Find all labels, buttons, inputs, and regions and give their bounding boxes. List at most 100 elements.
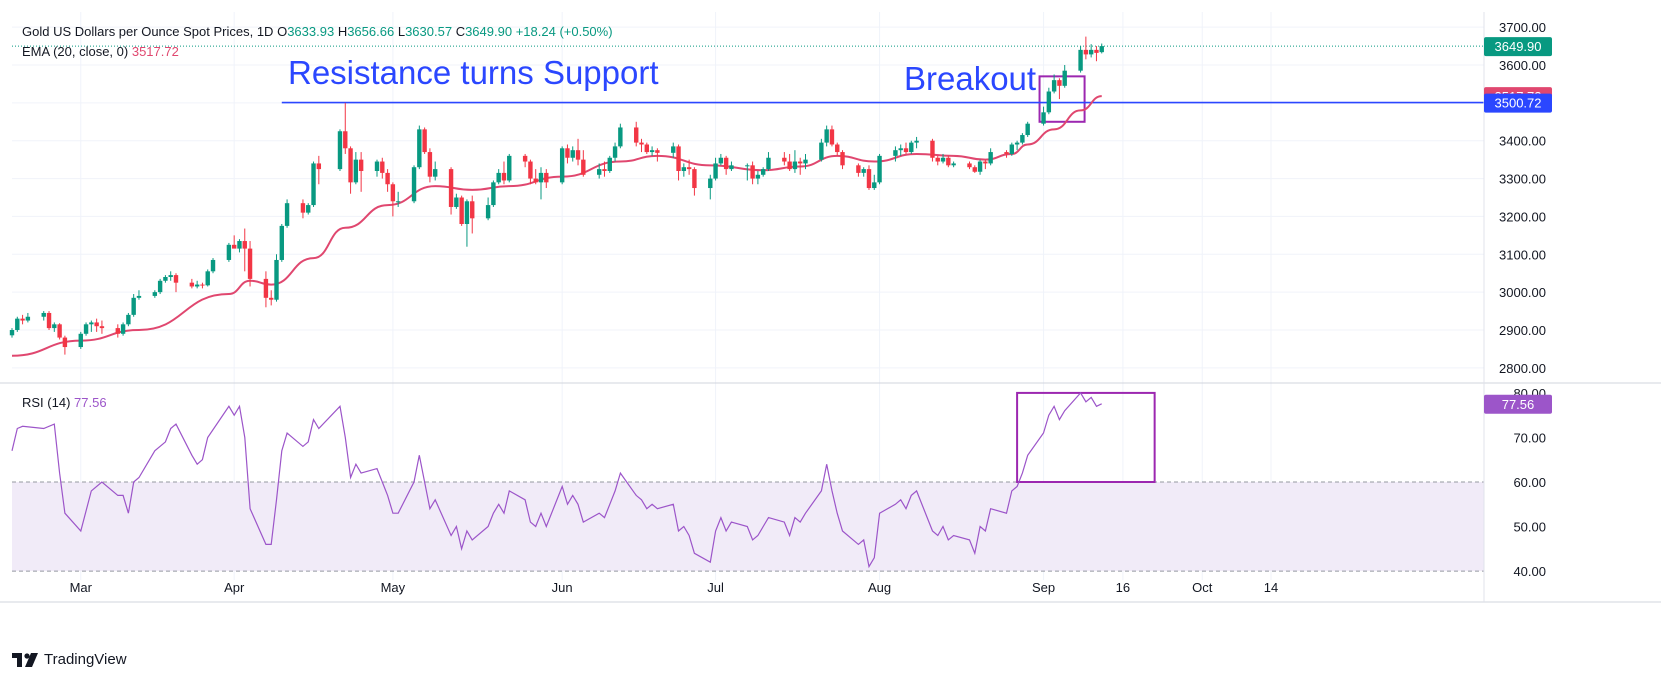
candle-body (417, 129, 422, 168)
candle (231, 235, 237, 249)
candle (417, 125, 422, 170)
candle (131, 294, 136, 317)
rsi-tick-label: 40.00 (1513, 564, 1546, 579)
candle-body (861, 169, 866, 173)
candle-body (581, 159, 586, 175)
candle-body (168, 275, 173, 277)
candle-body (284, 203, 290, 226)
candle (284, 199, 290, 228)
candle-body (575, 150, 581, 160)
candle (89, 320, 94, 332)
candle (787, 153, 792, 171)
candle (522, 153, 528, 168)
candle-body (1094, 49, 1099, 53)
candle-body (491, 182, 496, 206)
candle-body (300, 203, 306, 213)
candle-body (62, 337, 68, 348)
candle (189, 278, 195, 289)
candle-body (671, 146, 676, 153)
candle-body (501, 172, 507, 181)
candle-body (470, 201, 475, 219)
tradingview-logo[interactable]: TradingView (12, 651, 127, 668)
candle (306, 203, 311, 215)
candle (676, 144, 681, 181)
candle (565, 144, 570, 164)
candle-body (787, 161, 792, 170)
price-tick-label: 3700.00 (1499, 20, 1546, 35)
candle (713, 157, 718, 181)
candle (57, 323, 62, 340)
resistance-price-tag: 3500.72 (1495, 96, 1542, 111)
candle (485, 197, 491, 221)
candle (491, 180, 496, 207)
candle-body (570, 150, 575, 158)
candle-body (782, 157, 787, 162)
candle (300, 199, 306, 219)
change-value: +18.24 (+0.50%) (515, 24, 613, 39)
candle-body (649, 150, 655, 153)
price-tick-label: 3200.00 (1499, 209, 1546, 224)
price-tick-label: 3000.00 (1499, 285, 1546, 300)
candle (1078, 46, 1083, 73)
candle-body (792, 161, 798, 170)
ema-20-line (11, 95, 1102, 357)
candle-body (385, 172, 390, 185)
candle-body (57, 324, 62, 338)
candle-body (99, 326, 105, 329)
candle-body (459, 197, 464, 224)
candle-body (210, 259, 216, 272)
low-label: L (397, 24, 406, 39)
candle (872, 174, 877, 190)
candle-body (131, 297, 136, 315)
candle (1014, 140, 1020, 151)
candle-body (612, 146, 618, 158)
candle (581, 150, 586, 177)
candle (1088, 44, 1094, 58)
candle (274, 254, 279, 302)
candle (983, 159, 988, 170)
breakout-box (1038, 75, 1086, 123)
candle (269, 290, 274, 306)
candle-body (750, 165, 755, 179)
symbol-header: Gold US Dollars per Ounce Spot Prices, 1… (22, 24, 613, 39)
candle (972, 165, 977, 173)
candle-body (263, 278, 269, 298)
candle-body (46, 312, 52, 329)
candle (62, 335, 68, 355)
candle (940, 153, 946, 164)
time-tick-label: Mar (70, 580, 93, 595)
candle-body (353, 159, 359, 183)
time-tick-label: Apr (224, 580, 245, 595)
candle-body (411, 167, 417, 202)
candle-body (189, 282, 195, 287)
candle-body (94, 322, 99, 327)
candle (824, 125, 829, 147)
high-label: H (337, 24, 348, 39)
ema-line (11, 95, 1102, 357)
candle-body (237, 241, 242, 249)
candle-body (274, 259, 279, 300)
candle-body (1099, 46, 1104, 53)
candle-body (496, 172, 501, 183)
candle (507, 153, 512, 183)
candle-body (152, 292, 158, 296)
candle (1094, 46, 1099, 62)
ema-value: 3517.72 (131, 44, 179, 59)
candle-body (602, 169, 607, 171)
candle-body (1088, 49, 1094, 55)
candle-body (83, 324, 89, 334)
time-tick-label: Jul (707, 580, 724, 595)
candle-body (829, 129, 835, 145)
candle (618, 123, 623, 149)
rsi-value-tag-bg (1484, 394, 1552, 414)
rsi-tick-label: 60.00 (1513, 475, 1546, 490)
candle (496, 169, 501, 185)
candle (655, 148, 660, 162)
candle (782, 152, 787, 166)
candle (120, 322, 126, 336)
candle-body (946, 157, 951, 166)
rsi-band (12, 481, 1484, 572)
candle (152, 290, 158, 298)
candle (46, 311, 52, 330)
